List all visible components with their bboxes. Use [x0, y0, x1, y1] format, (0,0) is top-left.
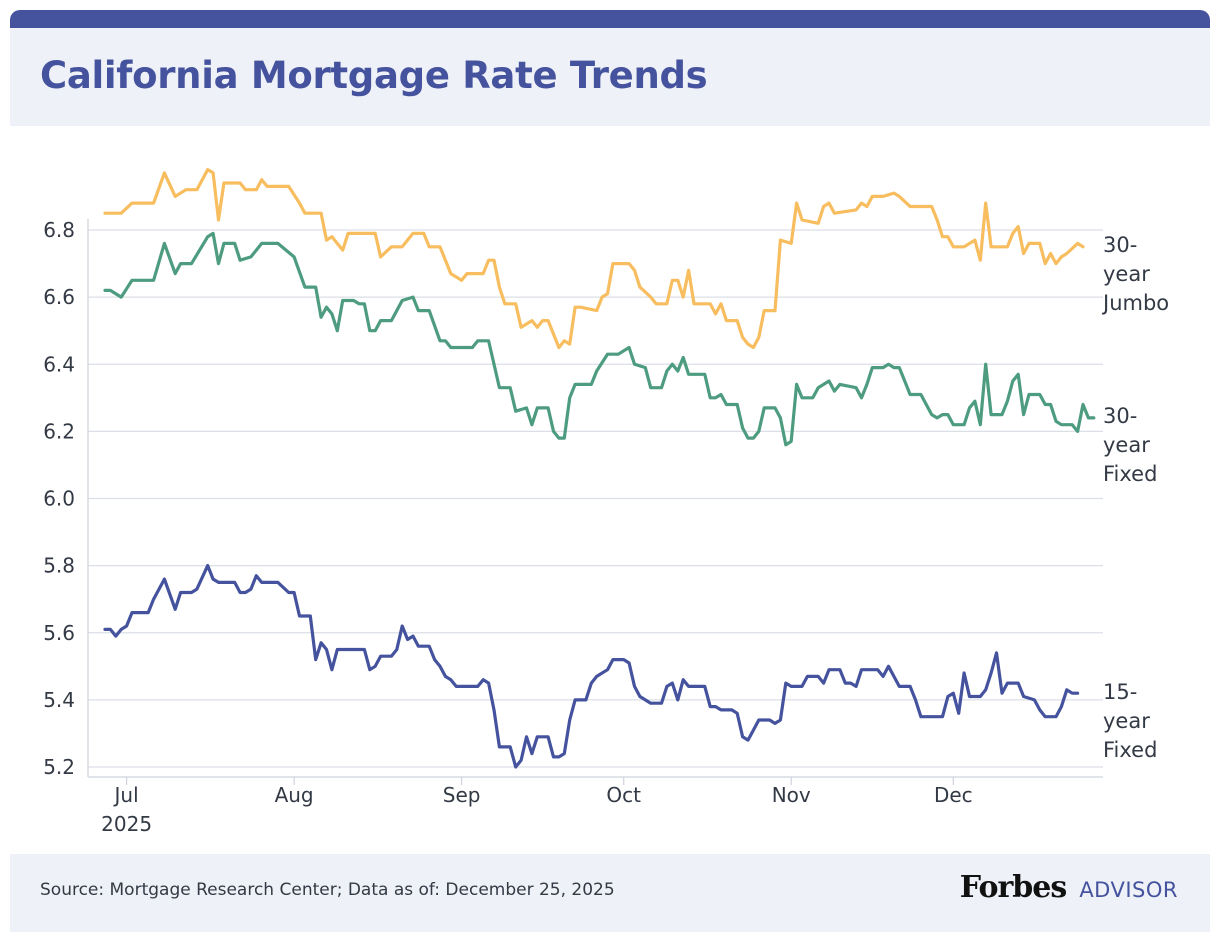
source-note: Source: Mortgage Research Center; Data a… [40, 880, 615, 900]
series-label-line: year [1103, 262, 1150, 286]
y-tick-label: 6.0 [43, 487, 75, 511]
x-tick-label: Nov [772, 783, 811, 807]
y-axis: 5.2 5.4 5.6 5.8 6.0 6.2 6.4 6.6 6.8 [43, 218, 75, 779]
forbes-advisor-logo: Forbes ADVISOR [960, 870, 1178, 905]
y-tick-label: 5.4 [43, 688, 75, 712]
header: California Mortgage Rate Trends [10, 28, 1210, 126]
x-tick-sublabel: 2025 [101, 812, 152, 836]
series-label: 15- year Fixed [1103, 680, 1157, 762]
logo-product: ADVISOR [1079, 878, 1178, 902]
series-labels: 30- year Jumbo 30- year Fixed 15- year Fixed [1101, 233, 1169, 762]
y-tick-label: 5.8 [43, 554, 75, 578]
x-tick-label: Jul [113, 783, 139, 807]
line-chart: 5.2 5.4 5.6 5.8 6.0 6.2 6.4 6.6 6.8 Jul 2025 Aug Se… [43, 168, 1169, 836]
series-label-line: year [1103, 433, 1150, 457]
series-line-30-year-jumbo [103, 168, 1085, 350]
series-lines [103, 168, 1096, 769]
chart-title: California Mortgage Rate Trends [40, 54, 708, 97]
y-tick-label: 6.6 [43, 285, 75, 309]
top-accent-bar [10, 10, 1210, 30]
footer: Source: Mortgage Research Center; Data a… [10, 854, 1210, 932]
gridlines [87, 219, 1103, 778]
y-tick-label: 6.2 [43, 419, 75, 443]
series-line-30-year-fixed [103, 231, 1096, 447]
series-label-line: Jumbo [1101, 291, 1169, 315]
series-label: 30- year Fixed [1103, 404, 1157, 486]
x-tick-label: Sep [443, 783, 481, 807]
series-label-line: Fixed [1103, 462, 1157, 486]
logo-brand: Forbes [959, 870, 1067, 905]
series-label-line: Fixed [1103, 738, 1157, 762]
series-label: 30- year Jumbo [1101, 233, 1169, 315]
y-tick-label: 5.2 [43, 755, 75, 779]
y-tick-label: 6.8 [43, 218, 75, 242]
y-tick-label: 5.6 [43, 621, 75, 645]
series-label-line: 15- [1103, 680, 1137, 704]
x-axis: Jul 2025 Aug Sep Oct Nov Dec [101, 777, 973, 836]
x-tick-label: Dec [934, 783, 973, 807]
x-tick-label: Oct [606, 783, 641, 807]
series-line-15-year-fixed [103, 564, 1080, 769]
series-label-line: 30- [1103, 404, 1137, 428]
y-tick-label: 6.4 [43, 352, 75, 376]
series-label-line: year [1103, 709, 1150, 733]
series-label-line: 30- [1103, 233, 1137, 257]
x-tick-label: Aug [275, 783, 314, 807]
